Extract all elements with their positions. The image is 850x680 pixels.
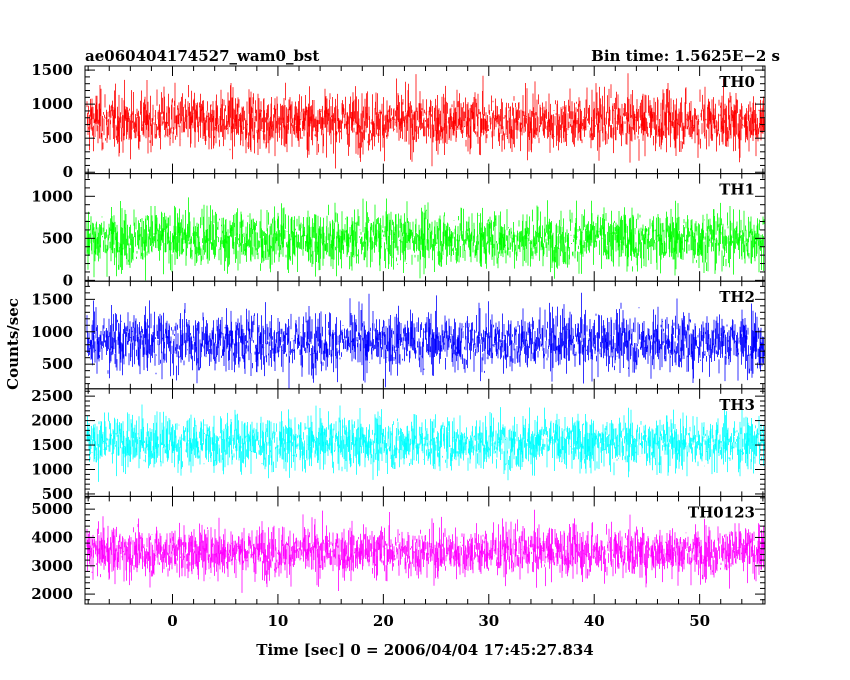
panel-th1: 0 500 1000 TH1	[31, 173, 766, 289]
y-tick-label: 1000	[31, 95, 73, 113]
series-name-label: TH0	[719, 73, 755, 91]
series-line-th1	[86, 197, 765, 281]
x-tick-label: 0	[167, 612, 177, 630]
panel-th3: 500 1000 1500 2000 2500 TH3	[31, 387, 766, 503]
series-line-th0	[86, 73, 765, 169]
chart-title: ae060404174527_wam0_bst	[85, 47, 319, 65]
y-tick-label: 5000	[31, 500, 73, 518]
panel-th0123: 2000 3000 4000 5000 TH0123	[31, 495, 766, 605]
series-line-th2	[86, 292, 765, 389]
y-tick-label: 1500	[31, 61, 73, 79]
panel-th0: 0 500 1000 1500 TH0	[31, 61, 766, 181]
y-tick-label: 2000	[31, 412, 73, 430]
series-line-th3	[86, 404, 765, 482]
y-tick-label: 500	[42, 355, 73, 373]
series-name-label: TH3	[719, 396, 755, 414]
series-name-label: TH0123	[688, 503, 755, 521]
y-tick-label: 500	[42, 229, 73, 247]
panel-frame	[84, 495, 766, 605]
y-tick-label: 4000	[31, 528, 73, 546]
series-line-th0123	[86, 509, 765, 593]
y-tick-label: 1000	[31, 323, 73, 341]
y-tick-label: 500	[42, 129, 73, 147]
y-axis-label: Counts/sec	[4, 298, 22, 390]
y-tick-label: 1000	[31, 461, 73, 479]
x-tick-label: 40	[584, 612, 605, 630]
series-name-label: TH1	[719, 181, 755, 199]
y-tick-label: 2000	[31, 585, 73, 603]
x-tick-label: 50	[689, 612, 710, 630]
bin-time-label: Bin time: 1.5625E−2 s	[591, 47, 780, 65]
y-tick-label: 1000	[31, 187, 73, 205]
x-tick-label: 20	[373, 612, 394, 630]
y-tick-label: 1500	[31, 290, 73, 308]
y-tick-label: 3000	[31, 557, 73, 575]
x-axis-label: Time [sec] 0 = 2006/04/04 17:45:27.834	[256, 641, 593, 659]
series-name-label: TH2	[719, 288, 755, 306]
x-tick-label: 10	[267, 612, 288, 630]
panel-th2: 500 1000 1500 TH2	[31, 280, 766, 390]
x-tick-label: 30	[478, 612, 499, 630]
panel-frame	[84, 65, 766, 175]
y-tick-label: 1500	[31, 436, 73, 454]
y-tick-label: 0	[63, 271, 73, 289]
y-tick-label: 500	[42, 485, 73, 503]
y-tick-label: 0	[63, 163, 73, 181]
y-tick-label: 2500	[31, 387, 73, 405]
